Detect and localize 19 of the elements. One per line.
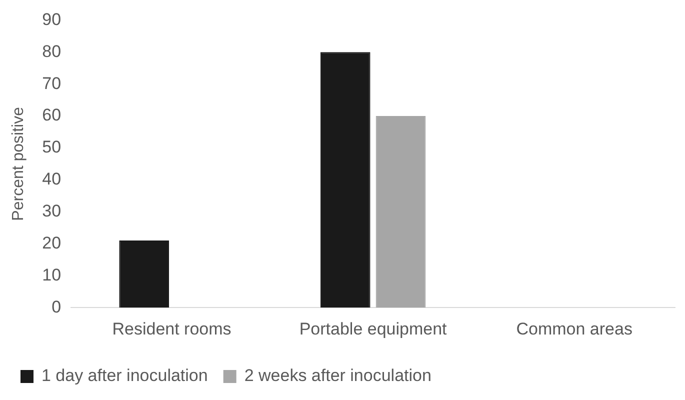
y-tick-label: 40	[42, 170, 62, 189]
x-tick-label: Common areas	[516, 319, 632, 338]
legend-label: 2 weeks after inoculation	[244, 366, 432, 386]
y-tick-label: 30	[42, 201, 62, 220]
y-axis-title: Percent positive	[10, 106, 28, 221]
legend-label: 1 day after inoculation	[42, 366, 208, 386]
y-tick-label: 60	[42, 106, 62, 125]
x-tick-label: Resident rooms	[112, 319, 232, 338]
y-tick-label: 10	[42, 265, 62, 284]
y-tick-label: 20	[42, 233, 62, 252]
x-tick-label: Portable equipment	[299, 319, 448, 338]
y-tick-label: 90	[42, 10, 62, 29]
y-tick-label: 50	[42, 138, 62, 157]
y-tick-label: 0	[52, 297, 62, 316]
y-tick-label: 70	[42, 74, 62, 93]
bar	[119, 240, 169, 308]
bar	[320, 52, 370, 308]
y-tick-label: 80	[42, 42, 62, 61]
bar	[376, 116, 426, 308]
